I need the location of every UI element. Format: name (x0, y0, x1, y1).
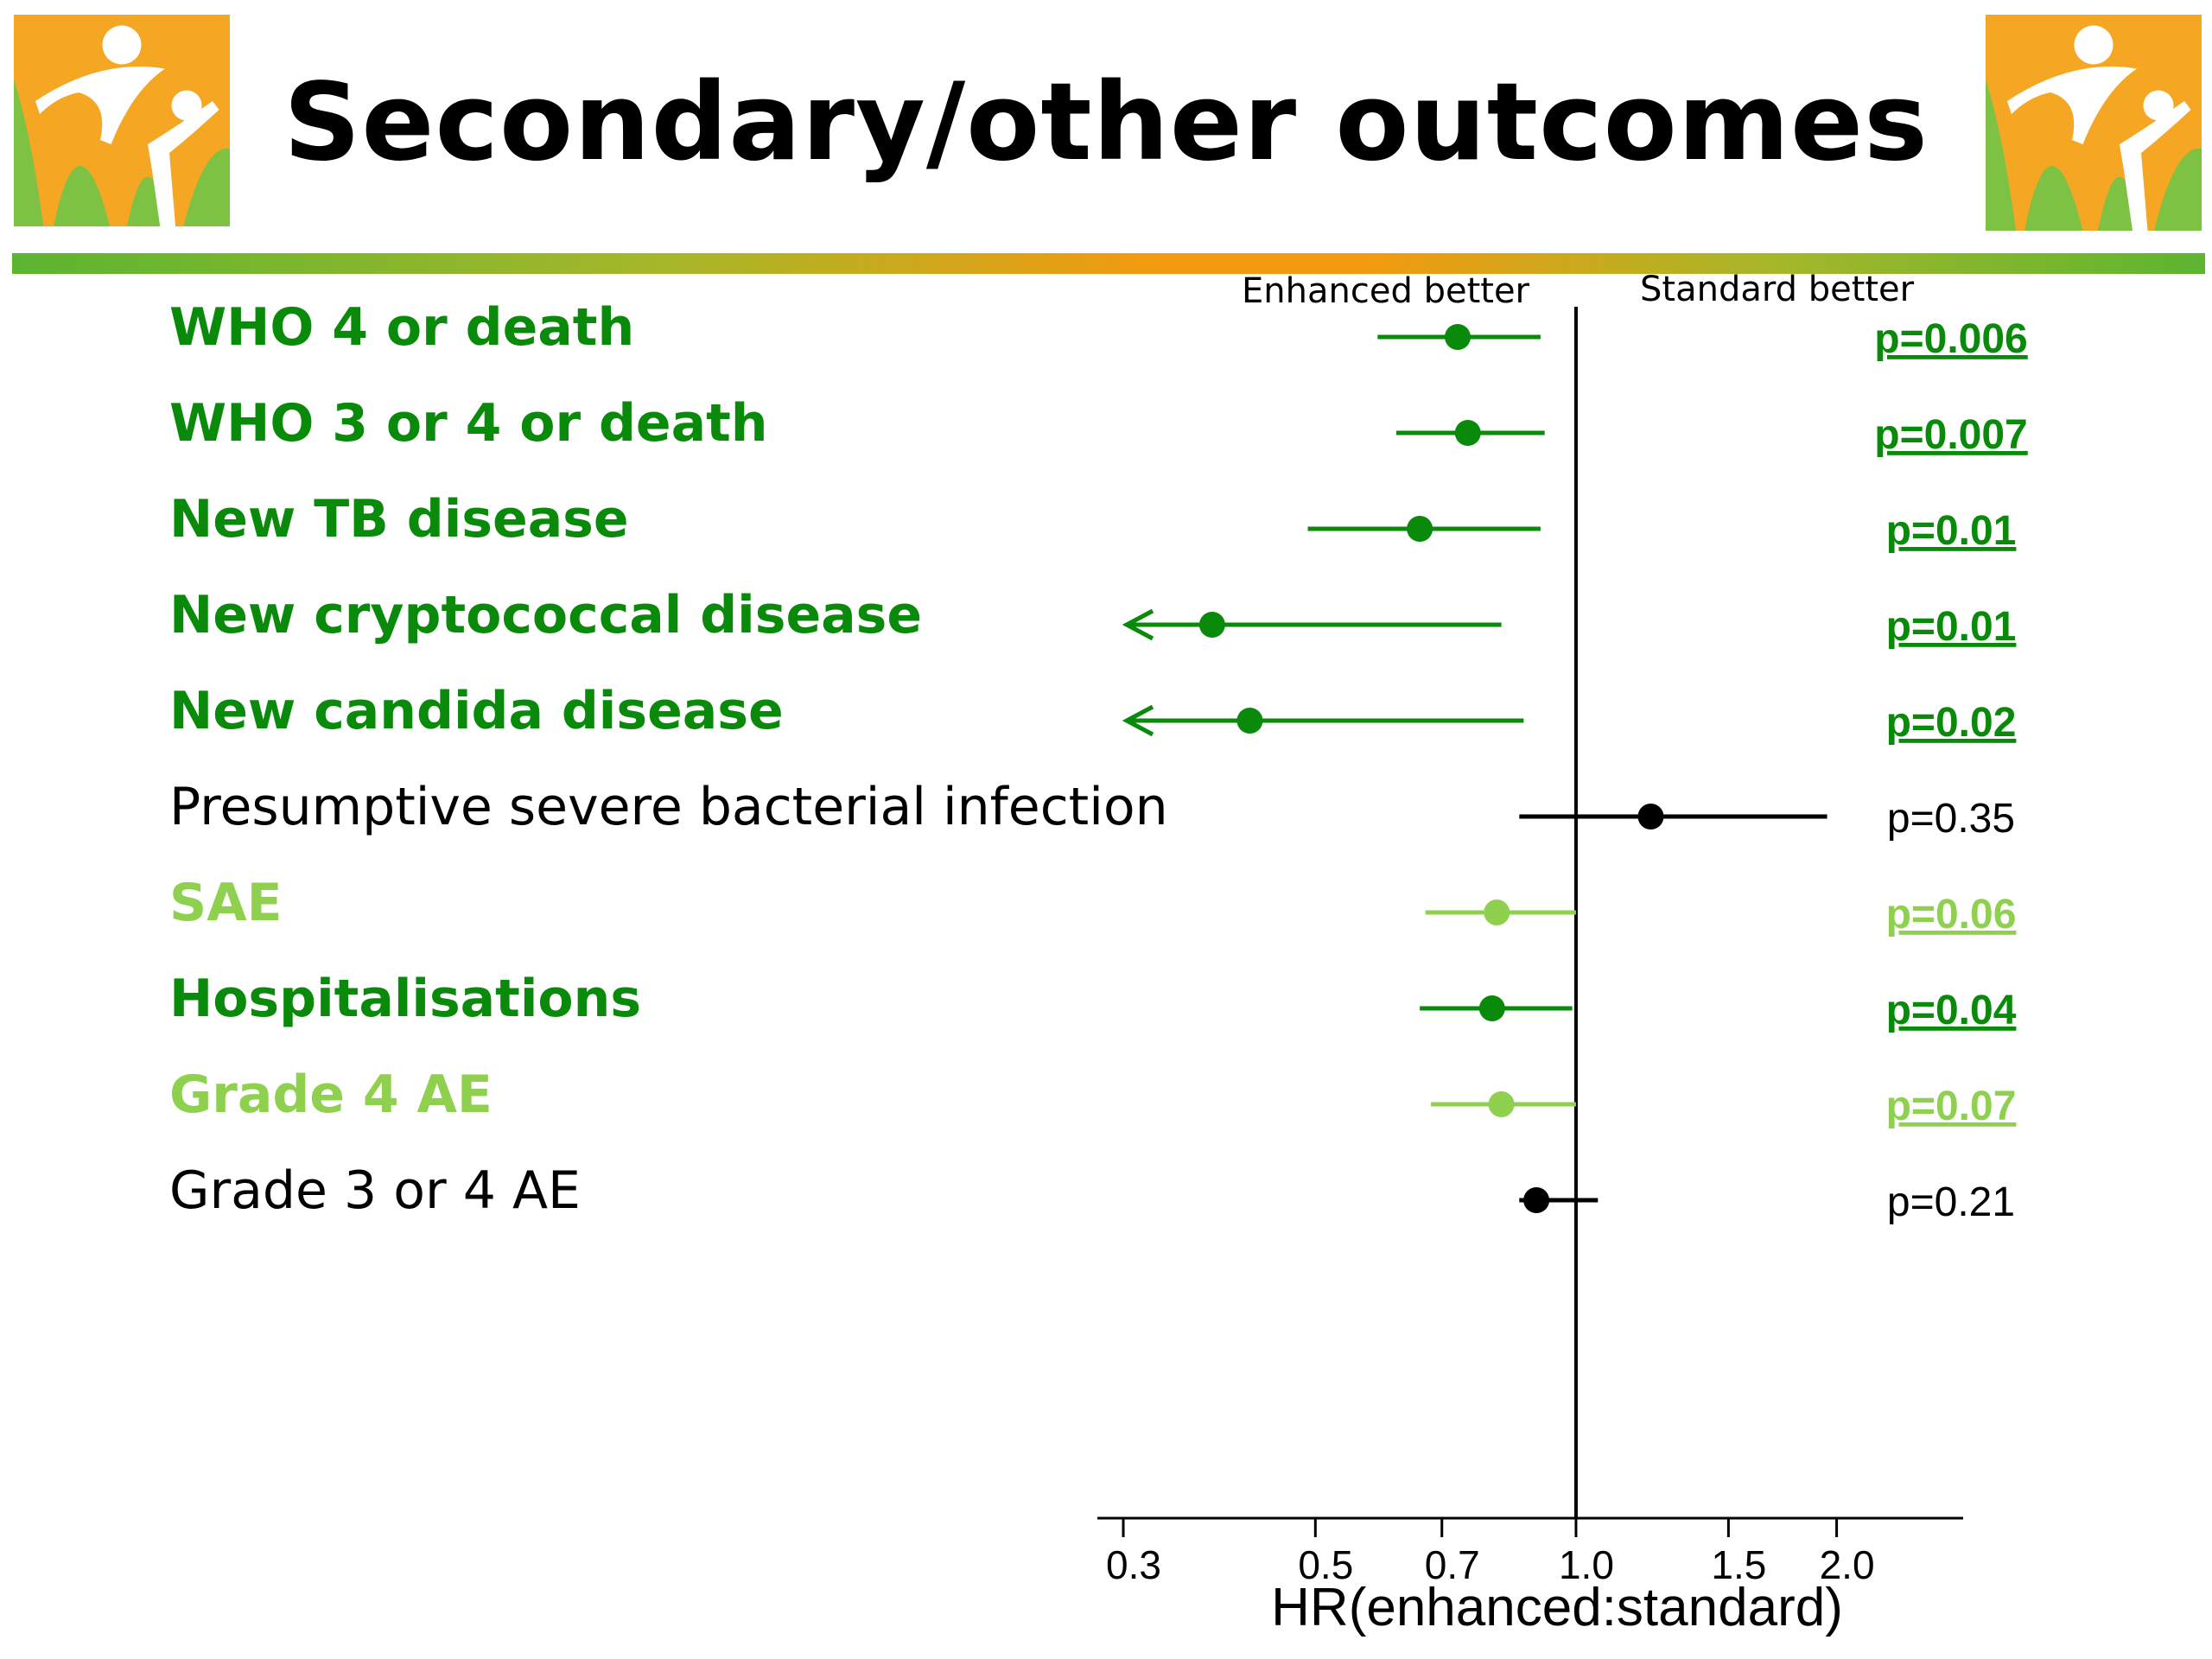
row-label: Grade 4 AE (169, 1065, 493, 1125)
direction-label-right: Standard better (1640, 270, 1915, 309)
x-tick-label: 1.5 (1711, 1542, 1766, 1587)
p-value: p=0.007 (1874, 412, 2027, 458)
row-label: Grade 3 or 4 AE (169, 1160, 581, 1221)
x-tick-label: 0.7 (1425, 1542, 1480, 1587)
row-label: Presumptive severe bacterial infection (169, 777, 1168, 837)
page-title: Secondary/other outcomes (283, 60, 1929, 185)
x-tick-label: 0.3 (1106, 1542, 1161, 1587)
p-value: p=0.006 (1874, 316, 2027, 362)
p-value: p=0.06 (1886, 892, 2017, 938)
hr-point (1198, 612, 1225, 638)
p-value: p=0.01 (1886, 604, 2017, 650)
row-label: New cryptococcal disease (169, 585, 922, 645)
row-label: New candida disease (169, 681, 784, 741)
x-tick-label: 0.5 (1298, 1542, 1353, 1587)
ci-arrow (1122, 608, 1154, 641)
row-label: WHO 4 or death (169, 297, 634, 358)
p-value: p=0.21 (1887, 1179, 2015, 1225)
hr-point (1488, 1091, 1515, 1117)
family-logo-icon (14, 15, 230, 231)
row-label: WHO 3 or 4 or death (169, 393, 768, 454)
hr-point (1637, 804, 1664, 830)
ci-arrow (1122, 704, 1154, 737)
hr-point (1236, 708, 1263, 734)
row-label: New TB disease (169, 489, 629, 550)
hr-point (1484, 899, 1510, 925)
divider-bar (12, 253, 2205, 274)
hr-point (1478, 995, 1505, 1021)
family-logo-icon (1986, 15, 2202, 231)
x-axis-title: HR(enhanced:standard) (1271, 1578, 1843, 1637)
row-label: SAE (169, 873, 283, 933)
p-value: p=0.04 (1886, 988, 2017, 1033)
row-label: Hospitalisations (169, 969, 641, 1029)
direction-label-left: Enhanced better (1242, 271, 1530, 311)
p-value: p=0.07 (1886, 1084, 2017, 1129)
hr-point (1454, 420, 1481, 446)
p-value: p=0.35 (1887, 796, 2015, 842)
hr-point (1407, 516, 1433, 542)
p-value: p=0.02 (1886, 700, 2017, 746)
x-tick-label: 1.0 (1559, 1542, 1614, 1587)
x-tick-label: 2.0 (1820, 1542, 1875, 1587)
hr-point (1444, 324, 1471, 350)
p-value: p=0.01 (1886, 508, 2017, 554)
hr-point (1523, 1187, 1550, 1213)
